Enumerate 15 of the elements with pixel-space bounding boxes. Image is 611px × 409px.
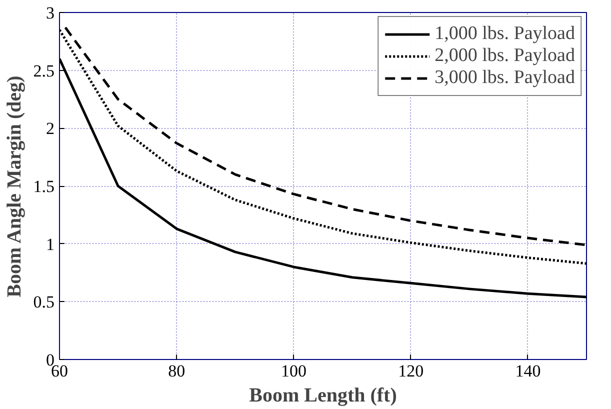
y-tick-label: 0.5 [33, 292, 54, 312]
y-tick-label: 2 [46, 119, 54, 138]
y-axis-title: Boom Angle Margin (deg) [3, 76, 26, 298]
y-tick-label: 2.5 [33, 61, 54, 80]
x-axis-title: Boom Length (ft) [249, 384, 397, 406]
y-tick-label: 1 [46, 234, 54, 254]
legend-label: 1,000 lbs. Payload [434, 23, 575, 45]
x-tick-label: 120 [398, 362, 424, 380]
x-tick-label: 80 [168, 362, 186, 380]
legend-label: 3,000 lbs. Payload [434, 67, 575, 89]
y-tick-label: 3 [46, 4, 54, 22]
y-tick-label: 1.5 [33, 177, 54, 196]
x-tick-label: 140 [515, 362, 541, 380]
x-tick-label: 100 [280, 362, 306, 380]
legend-label: 2,000 lbs. Payload [434, 45, 575, 67]
